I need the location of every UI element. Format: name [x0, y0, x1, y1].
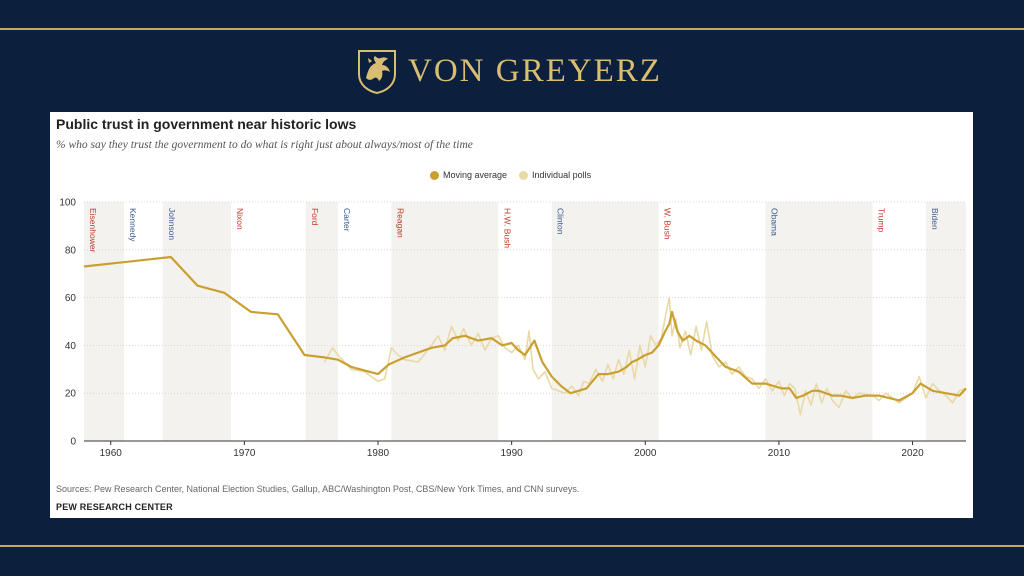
footer-credit: PEW RESEARCH CENTER — [56, 502, 173, 512]
president-label: Nixon — [235, 208, 245, 230]
top-gold-rule — [0, 28, 1024, 30]
president-label: Clinton — [556, 208, 566, 235]
griffin-crest-icon — [358, 50, 396, 94]
y-tick-label: 80 — [65, 245, 77, 256]
president-band — [551, 202, 659, 441]
y-tick-label: 100 — [59, 198, 76, 209]
series-line-moving-average — [83, 255, 967, 402]
president-label: Kennedy — [128, 208, 138, 242]
president-band — [305, 202, 338, 441]
president-label: Trump — [876, 208, 886, 233]
president-band — [391, 202, 499, 441]
legend-label-individual-polls: Individual polls — [532, 170, 592, 180]
president-label: Biden — [930, 208, 940, 230]
x-tick-label: 2010 — [768, 448, 791, 459]
president-label: Carter — [342, 208, 352, 232]
president-band — [925, 202, 966, 441]
series-line-individual-polls — [323, 296, 967, 416]
legend-label-moving-average: Moving average — [443, 170, 508, 180]
president-label: W. Bush — [663, 208, 673, 240]
president-label: Eisenhower — [88, 208, 98, 253]
chart-subtitle: % who say they trust the government to d… — [56, 139, 473, 151]
president-label: Ford — [310, 208, 320, 226]
president-label: Obama — [770, 208, 780, 236]
president-band — [84, 202, 125, 441]
legend-item-moving-average: Moving average — [430, 170, 507, 180]
x-tick-label: 1960 — [100, 448, 123, 459]
y-tick-label: 20 — [65, 389, 77, 400]
x-tick-label: 1970 — [233, 448, 256, 459]
legend-swatch-individual-polls — [519, 170, 529, 180]
chart-title: Public trust in government near historic… — [56, 116, 357, 132]
y-tick-label: 40 — [65, 341, 77, 352]
line-chart: 0 20 40 60 80 100 1960 1970 1980 1990 2000 2010 2020… — [59, 198, 967, 459]
x-tick-label: 1990 — [501, 448, 524, 459]
x-tick-label: 1980 — [367, 448, 390, 459]
y-tick-label: 0 — [70, 437, 76, 448]
chart-legend: Moving average Individual polls — [430, 170, 603, 180]
legend-swatch-moving-average — [430, 170, 439, 180]
president-band — [162, 202, 231, 441]
brand-header: VON GREYERZ — [356, 46, 662, 96]
president-label: Johnson — [167, 208, 177, 240]
bottom-gold-rule — [0, 545, 1024, 547]
chart-card: Public trust in government near historic… — [50, 112, 973, 518]
sources-note: Sources: Pew Research Center, National E… — [56, 484, 580, 494]
y-tick-label: 60 — [65, 293, 77, 304]
president-band — [765, 202, 873, 441]
president-label: H.W. Bush — [502, 208, 512, 248]
brand-name: VON GREYERZ — [408, 52, 662, 89]
x-tick-label: 2000 — [634, 448, 657, 459]
x-tick-label: 2020 — [901, 448, 924, 459]
legend-item-individual-polls: Individual polls — [519, 170, 591, 180]
president-label: Reagan — [395, 208, 405, 238]
